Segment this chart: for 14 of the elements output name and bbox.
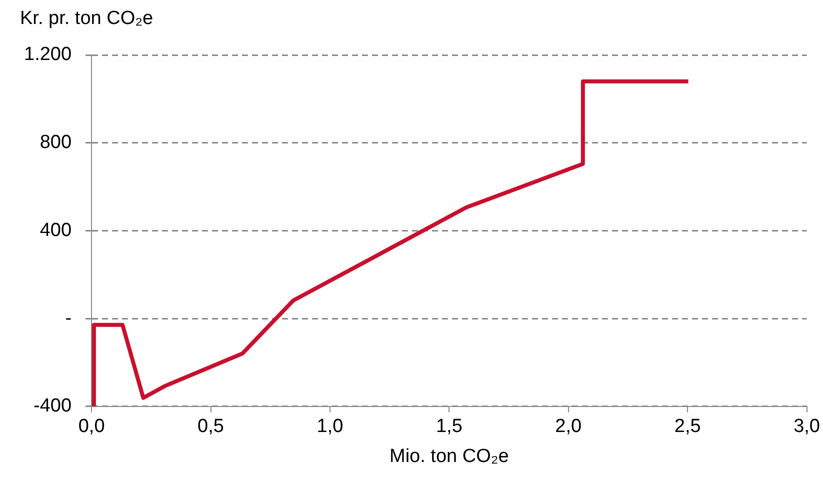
y-tick-label: 1.200	[24, 44, 72, 66]
y-tick-label: 800	[40, 132, 72, 154]
x-tick-label: 0,5	[198, 416, 224, 438]
y-tick-label: -400	[34, 396, 72, 417]
x-tick-label: 0,0	[78, 416, 105, 438]
x-tick-label: 1,0	[316, 416, 344, 438]
y-tick-label: -	[65, 308, 72, 329]
x-tick-label: 1,5	[436, 416, 462, 438]
x-tick-label: 2,5	[674, 416, 701, 438]
x-axis-title: Mio. ton CO₂e	[390, 446, 509, 467]
x-tick-label: 3,0	[794, 416, 820, 438]
y-axis-title: Kr. pr. ton CO₂e	[20, 8, 154, 30]
x-tick-label: 2,0	[555, 416, 582, 438]
y-tick-label: 400	[40, 220, 72, 241]
